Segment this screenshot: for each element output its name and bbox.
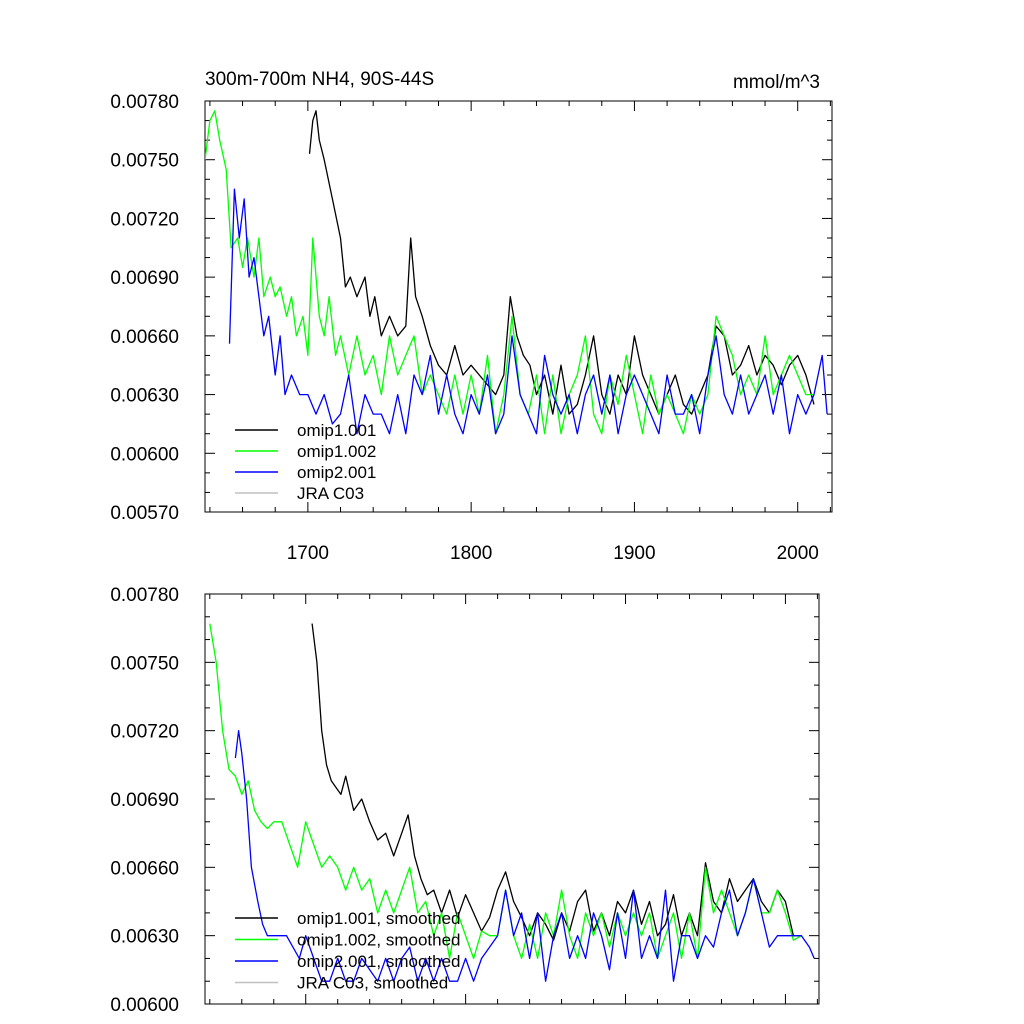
legend-label: omip2.001 [297,463,376,482]
series-line-omip1-001 [308,110,815,415]
legend-label: omip1.002 [297,442,376,461]
y-tick-label: 0.00780 [110,92,179,113]
x-tick-label: 1800 [450,543,492,564]
bottom-panel: 0.00600 0.00630 0.00660 0.00690 0.00720 0.007… [110,585,820,1016]
y-tick-label: 0.00720 [110,722,179,743]
y-tick-label: 0.00600 [110,995,179,1016]
series-line-omip2-001-smoothed [234,730,815,982]
y-tick-label: 0.00690 [110,268,179,289]
y-tick-label: 0.00600 [110,444,179,465]
legend-label: omip2.001, smoothed [297,952,461,971]
series-line-omip1-002 [205,110,814,435]
x-tick-label: 1700 [287,543,329,564]
y-tick-label: 0.00630 [110,927,179,948]
y-tick-label: 0.00570 [110,503,179,524]
y-tick-label: 0.00780 [110,585,179,606]
chart-title: 300m-700m NH4, 90S-44S [205,69,434,90]
y-tick-label: 0.00720 [110,209,179,230]
series-line-omip2-001 [228,188,828,435]
y-tick-label: 0.00660 [110,858,179,879]
y-tick-label: 0.00690 [110,790,179,811]
y-tick-label: 0.00630 [110,386,179,407]
legend-label: omip1.001 [297,421,376,440]
top-panel: 0.00570 0.00600 0.00630 0.00660 0.00690 0.007… [110,69,833,564]
legend-label: omip1.001, smoothed [297,909,461,928]
plot-frame [204,100,833,513]
series-line-omip1-001-smoothed [311,623,802,941]
x-tick-label: 1900 [613,543,655,564]
series-group [209,623,815,982]
y-tick-label: 0.00750 [110,653,179,674]
legend-label: omip1.002, smoothed [297,931,461,950]
series-group [205,110,828,435]
units-label: mmol/m^3 [733,72,820,93]
y-tick-label: 0.00660 [110,327,179,348]
x-tick-label: 2000 [777,543,819,564]
y-tick-label: 0.00750 [110,151,179,172]
legend-label: JRA C03, smoothed [297,974,448,993]
legend-label: JRA C03 [297,484,364,503]
